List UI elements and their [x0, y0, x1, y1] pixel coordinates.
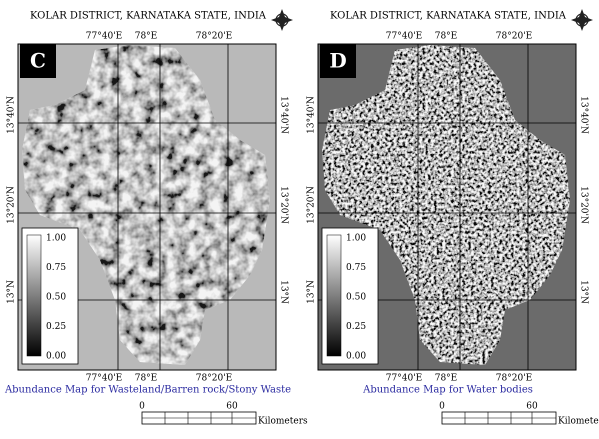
scale-end: 60	[526, 402, 538, 412]
latitude-label: 13°20'N	[307, 186, 317, 224]
latitude-label: 13°N	[579, 280, 589, 304]
legend-label: 0.25	[46, 322, 66, 332]
latitude-label: 13°N	[307, 280, 317, 304]
north-arrow-ring	[575, 13, 589, 27]
panel-letter: C	[30, 49, 46, 73]
map-caption: Abundance Map for Water bodies	[362, 385, 533, 396]
latitude-label: 13°20'N	[7, 186, 17, 224]
longitude-label: 78°20'E	[496, 32, 532, 42]
map-panel: KOLAR DISTRICT, KARNATAKA STATE, INDIA 77…	[4, 9, 308, 427]
north-arrow	[271, 9, 293, 31]
north-arrow-star	[271, 9, 293, 31]
longitude-label: 78°20'E	[196, 374, 232, 384]
latitude-label: 13°N	[7, 280, 17, 304]
longitude-label: 78°20'E	[196, 32, 232, 42]
longitude-label: 78°20'E	[496, 374, 532, 384]
latitude-label: 13°40'N	[7, 96, 17, 134]
legend-label: 0.75	[346, 263, 366, 273]
legend-label: 0.75	[46, 263, 66, 273]
north-arrow-star	[571, 9, 593, 31]
longitude-label: 77°40'E	[86, 32, 122, 42]
scale-bar: 0 60 Kilometers	[439, 402, 599, 427]
panel-letter-box	[320, 44, 356, 78]
legend-ramp	[326, 234, 342, 357]
scale-start: 0	[439, 402, 445, 412]
legend-label: 0.50	[346, 293, 366, 303]
legend-ramp	[26, 234, 42, 357]
longitude-label: 77°40'E	[386, 32, 422, 42]
latitude-label: 13°20'N	[279, 186, 289, 224]
latitude-label: 13°N	[279, 280, 289, 304]
panel-letter-box	[20, 44, 56, 78]
scale-start: 0	[139, 402, 145, 412]
map-title: KOLAR DISTRICT, KARNATAKA STATE, INDIA	[30, 11, 267, 22]
legend-label: 0.25	[346, 322, 366, 332]
panels: KOLAR DISTRICT, KARNATAKA STATE, INDIA 77…	[4, 9, 599, 427]
legend-label: 0.00	[346, 352, 366, 362]
scale-unit: Kilometers	[258, 417, 308, 427]
scale-end: 60	[226, 402, 238, 412]
legend-label: 0.00	[46, 352, 66, 362]
map-title: KOLAR DISTRICT, KARNATAKA STATE, INDIA	[330, 11, 567, 22]
legend-label: 0.50	[46, 293, 66, 303]
latitude-label: 13°20'N	[579, 186, 589, 224]
latitude-label: 13°40'N	[279, 96, 289, 134]
longitude-label: 78°E	[135, 374, 158, 384]
legend-label: 1.00	[346, 234, 366, 244]
north-arrow	[571, 9, 593, 31]
latitude-label: 13°40'N	[307, 96, 317, 134]
panel-letter: D	[329, 49, 346, 73]
longitude-label: 77°40'E	[86, 374, 122, 384]
scale-bar: 0 60 Kilometers	[139, 402, 308, 427]
legend-label: 1.00	[46, 234, 66, 244]
longitude-label: 78°E	[435, 374, 458, 384]
latitude-label: 13°40'N	[579, 96, 589, 134]
longitude-label: 77°40'E	[386, 374, 422, 384]
scale-unit: Kilometers	[558, 417, 599, 427]
north-arrow-ring	[275, 13, 289, 27]
longitude-label: 78°E	[135, 32, 158, 42]
longitude-label: 78°E	[435, 32, 458, 42]
map-caption: Abundance Map for Wasteland/Barren rock/…	[4, 385, 291, 396]
map-panel: KOLAR DISTRICT, KARNATAKA STATE, INDIA 77…	[307, 9, 599, 427]
